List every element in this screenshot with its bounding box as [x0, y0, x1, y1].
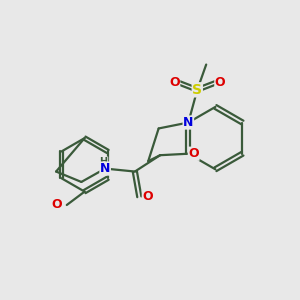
Text: N: N — [183, 116, 194, 129]
Text: O: O — [142, 190, 153, 203]
Text: O: O — [51, 199, 62, 212]
Text: O: O — [215, 76, 226, 89]
Text: N: N — [100, 162, 110, 175]
Text: S: S — [192, 83, 202, 97]
Text: H: H — [100, 157, 108, 167]
Text: O: O — [169, 76, 180, 89]
Text: O: O — [188, 147, 199, 160]
